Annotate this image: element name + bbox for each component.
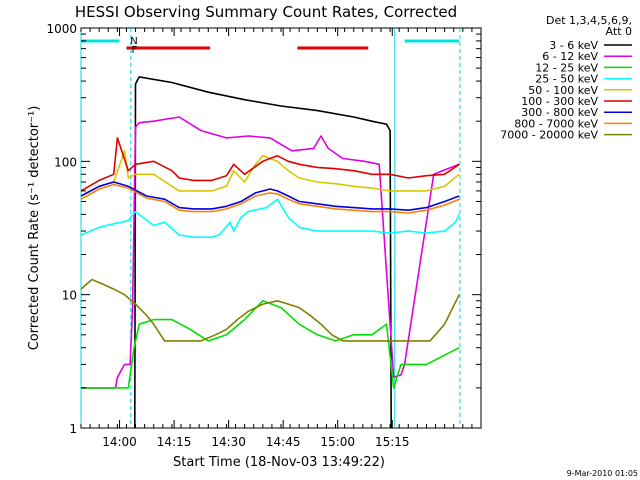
series-line-4 <box>80 150 460 197</box>
x-tick-label-2: 14:30 <box>211 435 246 449</box>
legend-header-1: Att 0 <box>606 25 632 38</box>
y-axis-label: Corrected Count Rate (s⁻¹ detector⁻¹) <box>27 106 42 351</box>
y-tick-label-1: 10 <box>62 289 77 303</box>
series-line-3 <box>80 198 460 238</box>
series-line-7 <box>80 183 460 214</box>
annotation-bars <box>81 39 460 50</box>
series-line-0 <box>134 76 393 429</box>
legend-label-5: 100 - 300 keV <box>521 95 598 108</box>
legend-label-4: 50 - 100 keV <box>528 84 598 97</box>
x-axis-label: Start Time (18-Nov-03 13:49:22) <box>173 455 385 470</box>
y-tick-label-3: 1000 <box>46 22 77 36</box>
series-line-8 <box>80 278 460 342</box>
chart-title: HESSI Observing Summary Count Rates, Cor… <box>75 3 457 21</box>
legend-label-8: 7000 - 20000 keV <box>500 129 598 142</box>
axis-ticks: 14:00 14:15 14:30 14:45 15:00 15:15 1 10 100 1000 <box>46 22 482 449</box>
legend-label-7: 800 - 7000 keV <box>514 117 598 130</box>
x-tick-label-4: 15:00 <box>320 435 355 449</box>
legend-label-1: 6 - 12 keV <box>542 50 598 63</box>
series-line-2 <box>81 299 460 389</box>
night-marker-label: N <box>130 36 137 47</box>
series-lines <box>80 76 460 429</box>
flare-marker-label: F <box>132 45 138 56</box>
series-line-1 <box>81 116 460 389</box>
x-tick-label-0: 14:00 <box>102 435 137 449</box>
y-tick-label-2: 100 <box>54 155 77 169</box>
x-tick-label-3: 14:45 <box>266 435 301 449</box>
legend-label-0: 3 - 6 keV <box>549 39 598 52</box>
legend-label-6: 300 - 800 keV <box>521 106 598 119</box>
timestamp: 9-Mar-2010 01:05 <box>567 469 638 478</box>
legend-header-0: Det 1,3,4,5,6,9, <box>546 14 632 27</box>
legend-label-3: 25 - 50 keV <box>535 73 598 86</box>
series-line-5 <box>80 137 460 192</box>
y-tick-label-0: 1 <box>69 422 77 436</box>
plot-frame <box>80 27 482 429</box>
series-line-6 <box>80 181 460 211</box>
x-tick-label-5: 15:15 <box>375 435 410 449</box>
legend-label-2: 12 - 25 keV <box>535 61 598 74</box>
night-boundary-lines <box>80 28 461 428</box>
x-tick-label-1: 14:15 <box>157 435 192 449</box>
